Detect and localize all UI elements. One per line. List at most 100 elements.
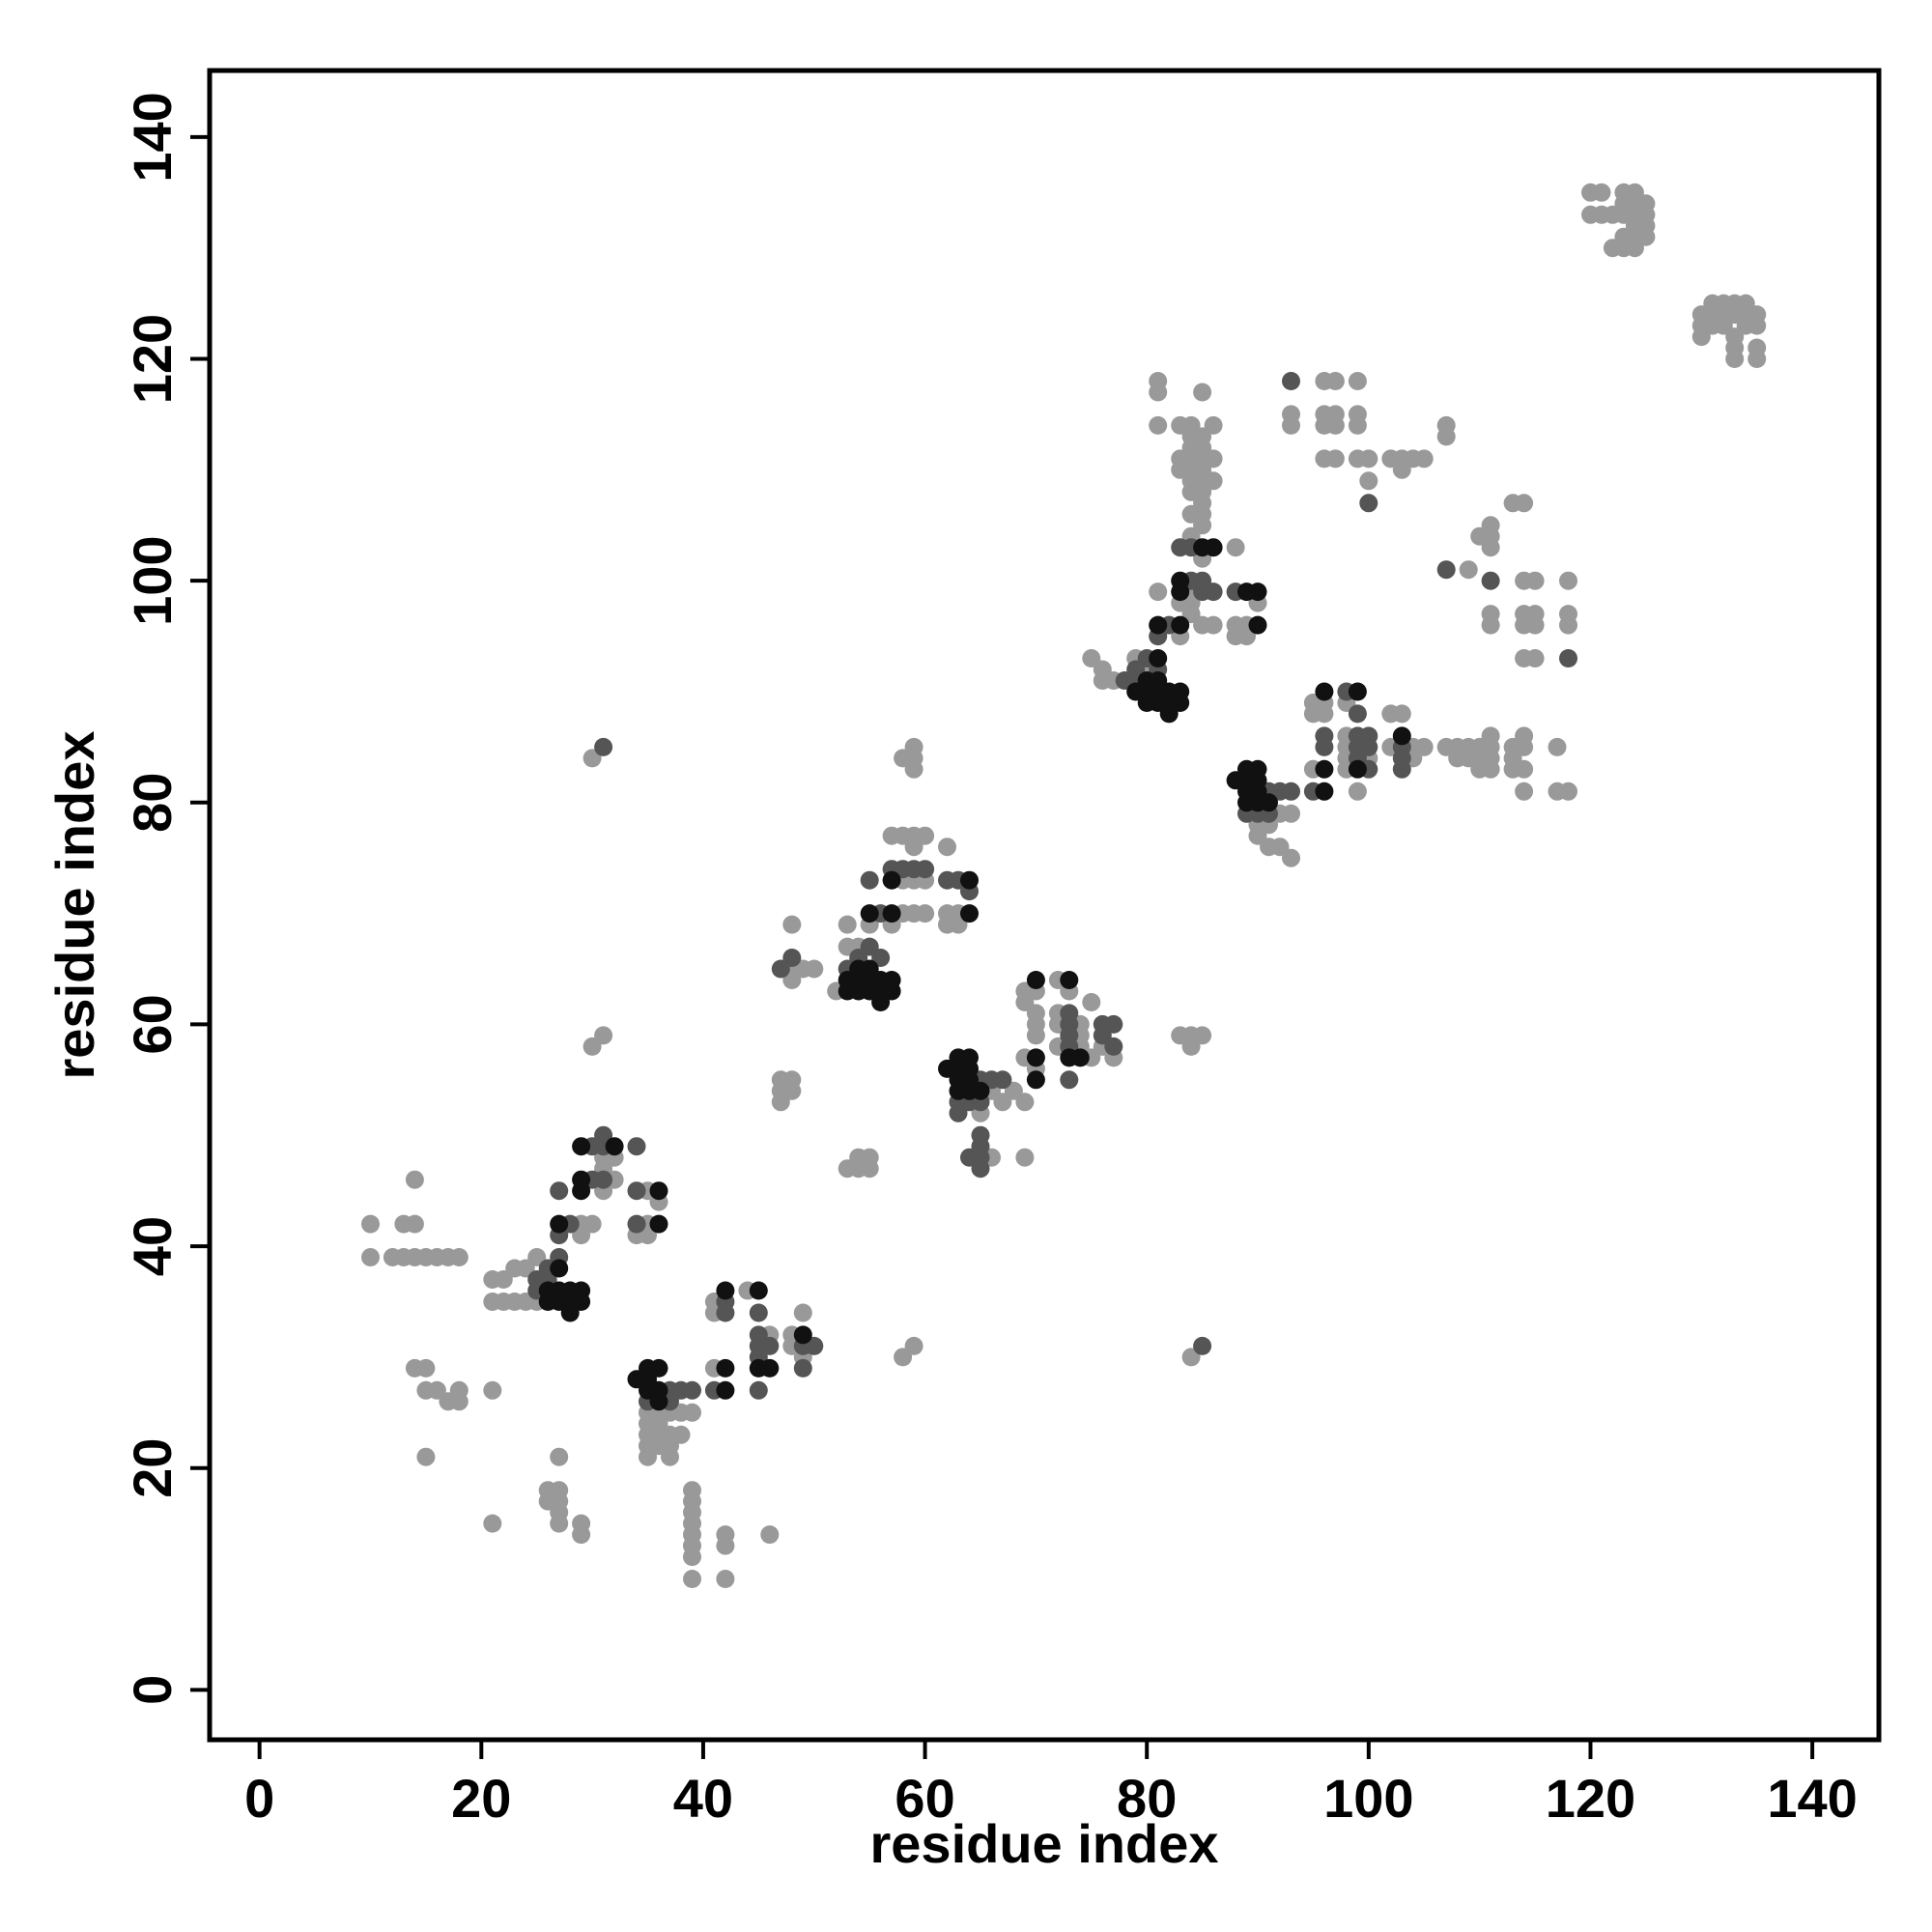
contact-point xyxy=(1171,615,1190,635)
contact-point xyxy=(1026,1070,1045,1090)
contact-point xyxy=(1181,415,1201,435)
contact-point xyxy=(1559,781,1577,801)
contact-point xyxy=(1325,415,1345,435)
contact-point xyxy=(1359,449,1378,469)
contact-point xyxy=(838,915,857,934)
contact-point xyxy=(1436,427,1456,446)
contact-point xyxy=(1026,971,1045,989)
contact-point xyxy=(749,1380,768,1400)
contact-point xyxy=(793,1325,812,1345)
x-axis-title: residue index xyxy=(869,1813,1218,1874)
contact-point xyxy=(904,759,923,779)
contact-point xyxy=(782,1081,802,1100)
contact-point xyxy=(1325,449,1345,469)
plot-frame xyxy=(207,68,1882,1743)
contact-point xyxy=(550,1514,569,1533)
contact-point xyxy=(1325,372,1345,390)
contact-point xyxy=(683,1380,701,1400)
contact-point xyxy=(1315,781,1334,801)
contact-point xyxy=(1015,1093,1035,1112)
contact-point xyxy=(793,1358,812,1378)
contact-point xyxy=(1592,183,1611,202)
contact-point xyxy=(1481,571,1500,590)
contact-point xyxy=(605,1137,624,1156)
x-tick-label: 120 xyxy=(1546,1768,1635,1829)
contact-point xyxy=(572,1293,591,1311)
contact-point xyxy=(949,1103,968,1122)
contact-point xyxy=(550,1181,569,1201)
contact-point xyxy=(1548,737,1567,756)
contact-point xyxy=(1093,1026,1112,1045)
contact-point xyxy=(805,959,824,979)
contact-point xyxy=(1149,649,1168,668)
contact-point xyxy=(1359,471,1378,491)
contact-point xyxy=(1026,1026,1045,1045)
contact-point xyxy=(1348,415,1367,435)
contact-point xyxy=(1104,1014,1123,1034)
contact-point xyxy=(1703,294,1722,313)
contact-point xyxy=(1282,804,1300,823)
contact-point xyxy=(516,1259,535,1278)
contact-point xyxy=(793,1303,812,1322)
contact-point xyxy=(882,981,901,1001)
x-tick-label: 60 xyxy=(895,1768,954,1829)
contact-point xyxy=(1725,350,1745,368)
x-tick-label: 140 xyxy=(1767,1768,1857,1829)
x-tick-label: 0 xyxy=(244,1768,274,1829)
contact-point xyxy=(627,1214,646,1234)
contact-point xyxy=(639,1447,657,1466)
contact-point xyxy=(1525,571,1545,590)
contact-point xyxy=(1481,538,1500,557)
contact-point xyxy=(1204,449,1223,469)
contact-point xyxy=(361,1214,380,1234)
contact-point xyxy=(993,1070,1012,1090)
contact-point xyxy=(1226,538,1245,557)
y-tick-label: 80 xyxy=(122,773,183,833)
contact-point xyxy=(661,1447,679,1466)
contact-point xyxy=(594,737,613,756)
contact-point xyxy=(1747,350,1767,368)
contact-point xyxy=(527,1248,547,1266)
contact-point xyxy=(971,1159,990,1179)
contact-point xyxy=(1204,471,1223,491)
contact-point xyxy=(1525,649,1545,668)
contact-point xyxy=(671,1425,691,1444)
contact-point xyxy=(1282,415,1300,435)
contact-point xyxy=(683,1570,701,1588)
contact-point xyxy=(1248,582,1267,602)
x-tick-label: 20 xyxy=(451,1768,511,1829)
contact-point xyxy=(361,1248,380,1266)
contact-point xyxy=(993,1093,1012,1112)
contact-point xyxy=(960,904,979,923)
contact-point xyxy=(649,1392,668,1411)
contact-point xyxy=(627,1137,646,1156)
contact-point xyxy=(1481,615,1500,635)
contact-point xyxy=(1559,649,1577,668)
contact-point xyxy=(860,1159,879,1179)
y-axis: 0 20 40 60 80 100 120 140 xyxy=(122,92,210,1705)
contact-point xyxy=(782,949,802,967)
contact-point xyxy=(582,1037,602,1056)
contact-point xyxy=(1282,781,1300,801)
contact-point xyxy=(760,1525,780,1545)
x-axis: 0 20 40 60 80 100 120 140 xyxy=(244,1740,1858,1829)
contact-point xyxy=(871,993,891,1011)
contact-point xyxy=(1204,615,1223,635)
contact-point xyxy=(771,1093,790,1112)
contact-point xyxy=(1181,1348,1201,1367)
points-layer xyxy=(361,183,1767,1588)
contact-point xyxy=(1315,759,1334,779)
y-tick-label: 120 xyxy=(122,314,183,404)
x-tick-label: 40 xyxy=(673,1768,733,1829)
contact-point xyxy=(1525,615,1545,635)
contact-point xyxy=(1481,759,1500,779)
contact-point xyxy=(1004,1081,1023,1100)
contact-point xyxy=(483,1380,502,1400)
contact-point xyxy=(960,870,979,890)
contact-point xyxy=(716,1570,735,1588)
contact-point xyxy=(1082,649,1101,668)
contact-point xyxy=(716,1303,735,1322)
contact-point xyxy=(550,1214,569,1234)
contact-point xyxy=(1260,793,1278,812)
